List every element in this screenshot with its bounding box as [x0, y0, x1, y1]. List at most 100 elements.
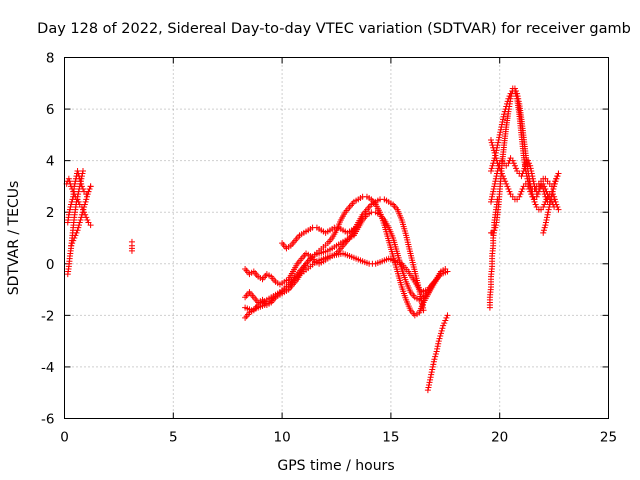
data-point: [353, 224, 360, 231]
data-point-fill: [75, 224, 82, 231]
data-point: [76, 175, 83, 182]
data-point: [490, 144, 497, 151]
data-point: [76, 219, 83, 226]
data-point-fill: [436, 335, 443, 342]
data-point: [498, 121, 505, 128]
data-point: [533, 193, 540, 200]
data-point-fill: [430, 361, 437, 368]
data-point-fill: [546, 204, 553, 211]
data-point-fill: [498, 124, 505, 131]
data-point-fill: [527, 165, 534, 172]
data-point-fill: [497, 167, 504, 174]
data-point-fill: [84, 216, 91, 223]
data-point: [503, 180, 510, 187]
data-point-fill: [75, 198, 82, 205]
data-point: [516, 193, 523, 200]
data-point-fill: [528, 167, 535, 174]
data-point-fill: [504, 98, 511, 105]
data-point-fill: [532, 201, 539, 208]
data-point: [505, 160, 512, 167]
y-tick-label: 4: [46, 154, 55, 170]
data-point-fill: [82, 198, 89, 205]
data-point: [68, 242, 75, 249]
data-point: [72, 178, 79, 185]
data-point: [553, 175, 560, 182]
data-point: [527, 162, 534, 169]
data-point-fill: [503, 100, 510, 107]
data-point-fill: [491, 180, 498, 187]
data-point: [496, 165, 503, 172]
data-point-fill: [542, 219, 549, 226]
data-point: [83, 214, 90, 221]
data-point-fill: [500, 113, 507, 120]
data-point: [494, 196, 501, 203]
data-point-fill: [68, 198, 75, 205]
data-point-fill: [491, 183, 498, 190]
data-point-fill: [79, 209, 86, 216]
data-point-fill: [430, 358, 437, 365]
y-tick-label: -2: [41, 308, 54, 324]
series-a1: [64, 167, 86, 278]
data-point: [487, 198, 494, 205]
data-point-fill: [434, 345, 441, 352]
data-point: [540, 204, 547, 211]
y-tick-label: 2: [46, 205, 55, 221]
data-point-fill: [513, 165, 520, 172]
data-point: [555, 170, 562, 177]
data-point: [540, 180, 547, 187]
data-point: [527, 188, 534, 195]
data-point-fill: [493, 155, 500, 162]
data-point-fill: [76, 173, 83, 180]
data-point: [555, 206, 562, 213]
data-point-fill: [441, 320, 448, 327]
data-point: [85, 188, 92, 195]
axis-ticks: 0 5 10 15 20 25 -6 -4 -2 0 2 4 6 8: [41, 51, 617, 446]
data-point: [524, 157, 531, 164]
data-point-fill: [502, 106, 509, 113]
data-point: [87, 183, 94, 190]
data-point: [501, 175, 508, 182]
x-tick-label: 25: [600, 430, 617, 446]
data-point: [509, 157, 516, 164]
x-tick-label: 5: [169, 430, 178, 446]
data-point-fill: [66, 178, 73, 185]
data-point-fill: [432, 351, 439, 358]
data-point: [487, 167, 494, 174]
data-point-fill: [77, 178, 84, 185]
data-point: [535, 188, 542, 195]
series-c5: [242, 250, 451, 314]
data-point-fill: [489, 162, 496, 169]
data-point-fill: [493, 157, 500, 164]
data-point-fill: [439, 325, 446, 332]
data-point-fill: [75, 170, 82, 177]
data-point-fill: [541, 183, 548, 190]
data-point-fill: [513, 93, 520, 100]
data-point: [444, 312, 451, 319]
data-point-fill: [492, 175, 499, 182]
data-point-fill: [547, 198, 554, 205]
data-point-fill: [429, 363, 436, 370]
data-point: [546, 201, 553, 208]
data-point: [70, 237, 77, 244]
series-b: [128, 238, 135, 254]
data-point-fill: [78, 214, 85, 221]
data-point-fill: [554, 173, 561, 180]
data-point-fill: [425, 384, 432, 391]
data-point-fill: [547, 196, 554, 203]
data-point-fill: [69, 196, 76, 203]
data-point: [429, 366, 436, 373]
data-point-fill: [528, 191, 535, 198]
data-point-fill: [488, 139, 495, 146]
data-point-fill: [489, 191, 496, 198]
data-point: [518, 188, 525, 195]
data-point-fill: [536, 186, 543, 193]
x-tick-label: 0: [60, 430, 69, 446]
data-point-fill: [501, 108, 508, 115]
data-point: [544, 211, 551, 218]
data-point-fill: [543, 188, 550, 195]
data-point-fill: [488, 196, 495, 203]
data-point: [503, 103, 510, 110]
y-tick-label: 8: [46, 51, 55, 67]
data-point-fill: [497, 129, 504, 136]
